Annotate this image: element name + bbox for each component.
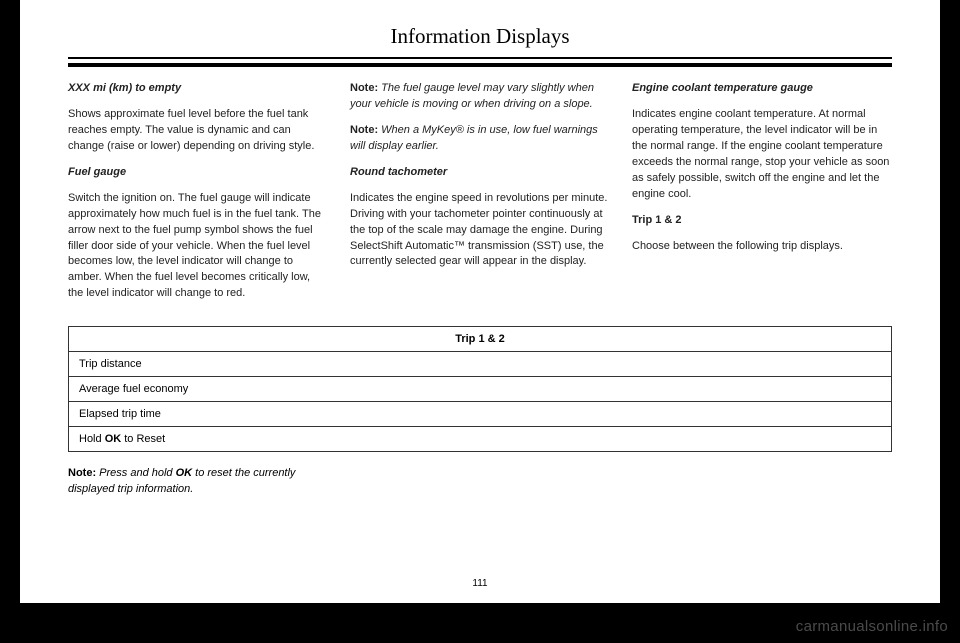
text-fuel-gauge: Switch the ignition on. The fuel gauge w… [68,191,328,303]
heading-distance-to-empty: XXX mi (km) to empty [68,81,328,97]
note-text: The fuel gauge level may vary slightly w… [350,82,594,110]
table-row: Trip distance [69,352,892,377]
column-1: XXX mi (km) to empty Shows approximate f… [68,81,328,312]
heading-fuel-gauge: Fuel gauge [68,165,328,181]
note-mykey: Note: When a MyKey® is in use, low fuel … [350,123,610,155]
table-row: Average fuel economy [69,377,892,402]
note-label: Note: [350,82,378,94]
note-text: When a MyKey® is in use, low fuel warnin… [350,124,598,152]
note-text-1: Press and hold [96,467,176,479]
table-cell-avg-fuel: Average fuel economy [69,377,892,402]
table-cell-elapsed-time: Elapsed trip time [69,402,892,427]
note-ok: OK [176,467,193,479]
note-label: Note: [350,124,378,136]
table-row: Elapsed trip time [69,402,892,427]
text-distance-to-empty: Shows approximate fuel level before the … [68,107,328,155]
table-cell-hold-ok: Hold OK to Reset [69,427,892,452]
table-cell-trip-distance: Trip distance [69,352,892,377]
text-ok: OK [105,433,122,445]
heading-tachometer: Round tachometer [350,165,610,181]
column-2: Note: The fuel gauge level may vary slig… [350,81,610,312]
manual-page: Information Displays XXX mi (km) to empt… [20,0,940,603]
table-header-row: Trip 1 & 2 [69,327,892,352]
table-row: Hold OK to Reset [69,427,892,452]
trip-table: Trip 1 & 2 Trip distance Average fuel ec… [68,326,892,452]
table-header: Trip 1 & 2 [69,327,892,352]
black-bar [68,63,892,67]
note-fuel-gauge-vary: Note: The fuel gauge level may vary slig… [350,81,610,113]
page-number: 111 [20,578,940,589]
text-reset: to Reset [121,433,165,445]
page-title: Information Displays [68,24,892,49]
text-hold: Hold [79,433,105,445]
text-coolant: Indicates engine coolant temperature. At… [632,107,892,203]
column-3: Engine coolant temperature gauge Indicat… [632,81,892,312]
text-tachometer: Indicates the engine speed in revolution… [350,191,610,271]
watermark: carmanualsonline.info [796,618,948,635]
note-label: Note: [68,467,96,479]
title-divider [68,57,892,59]
heading-coolant: Engine coolant temperature gauge [632,81,892,97]
footnote-reset: Note: Press and hold OK to reset the cur… [68,466,332,498]
heading-trip: Trip 1 & 2 [632,213,892,229]
text-trip: Choose between the following trip displa… [632,239,892,255]
content-columns: XXX mi (km) to empty Shows approximate f… [68,81,892,312]
